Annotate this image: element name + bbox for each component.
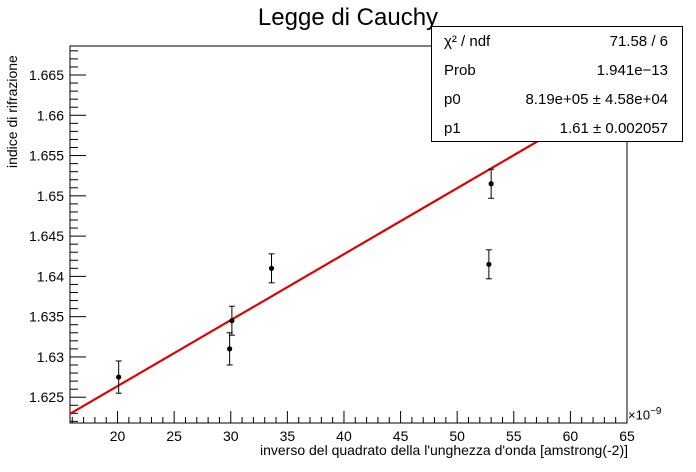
data-point [269, 266, 274, 271]
y-tick-label: 1.655 [29, 148, 64, 164]
y-tick-label: 1.635 [29, 309, 64, 325]
x-tick-label: 25 [166, 428, 182, 444]
stats-key: Prob [444, 62, 476, 79]
y-tick-label: 1.64 [37, 268, 64, 284]
data-point [227, 346, 232, 351]
data-point [116, 374, 121, 379]
y-tick-label: 1.665 [29, 67, 64, 83]
stats-value: 8.19e+05 ± 4.58e+04 [525, 91, 668, 108]
stats-value: 71.58 / 6 [610, 33, 668, 50]
x-axis-exponent-power: −9 [650, 406, 661, 417]
x-tick-label: 20 [110, 428, 126, 444]
stats-row-p0: p0 8.19e+05 ± 4.58e+04 [432, 85, 682, 114]
y-axis-label: indice di rifrazione [4, 55, 20, 168]
data-point [486, 262, 491, 267]
x-axis-exponent: ×10−9 [628, 406, 661, 422]
y-tick-label: 1.63 [37, 349, 64, 365]
stats-row-p1: p1 1.61 ± 0.002057 [432, 114, 682, 143]
stats-row-chi2: χ² / ndf 71.58 / 6 [432, 27, 682, 56]
y-tick-label: 1.625 [29, 389, 64, 405]
stats-key: p1 [444, 120, 461, 137]
stats-value: 1.61 ± 0.002057 [560, 120, 668, 137]
x-axis-label: inverso del quadrato della l'unghezza d'… [260, 442, 628, 458]
stats-value: 1.941e−13 [597, 62, 668, 79]
data-point [489, 181, 494, 186]
y-tick-label: 1.645 [29, 228, 64, 244]
x-tick-label: 30 [223, 428, 239, 444]
x-axis-exponent-base: ×10 [628, 407, 650, 422]
y-tick-label: 1.66 [37, 107, 64, 123]
y-tick-label: 1.65 [37, 188, 64, 204]
stats-row-prob: Prob 1.941e−13 [432, 56, 682, 85]
stats-key: χ² / ndf [444, 33, 490, 50]
stats-key: p0 [444, 91, 461, 108]
data-point [229, 318, 234, 323]
fit-stats-box: χ² / ndf 71.58 / 6 Prob 1.941e−13 p0 8.1… [431, 26, 683, 142]
